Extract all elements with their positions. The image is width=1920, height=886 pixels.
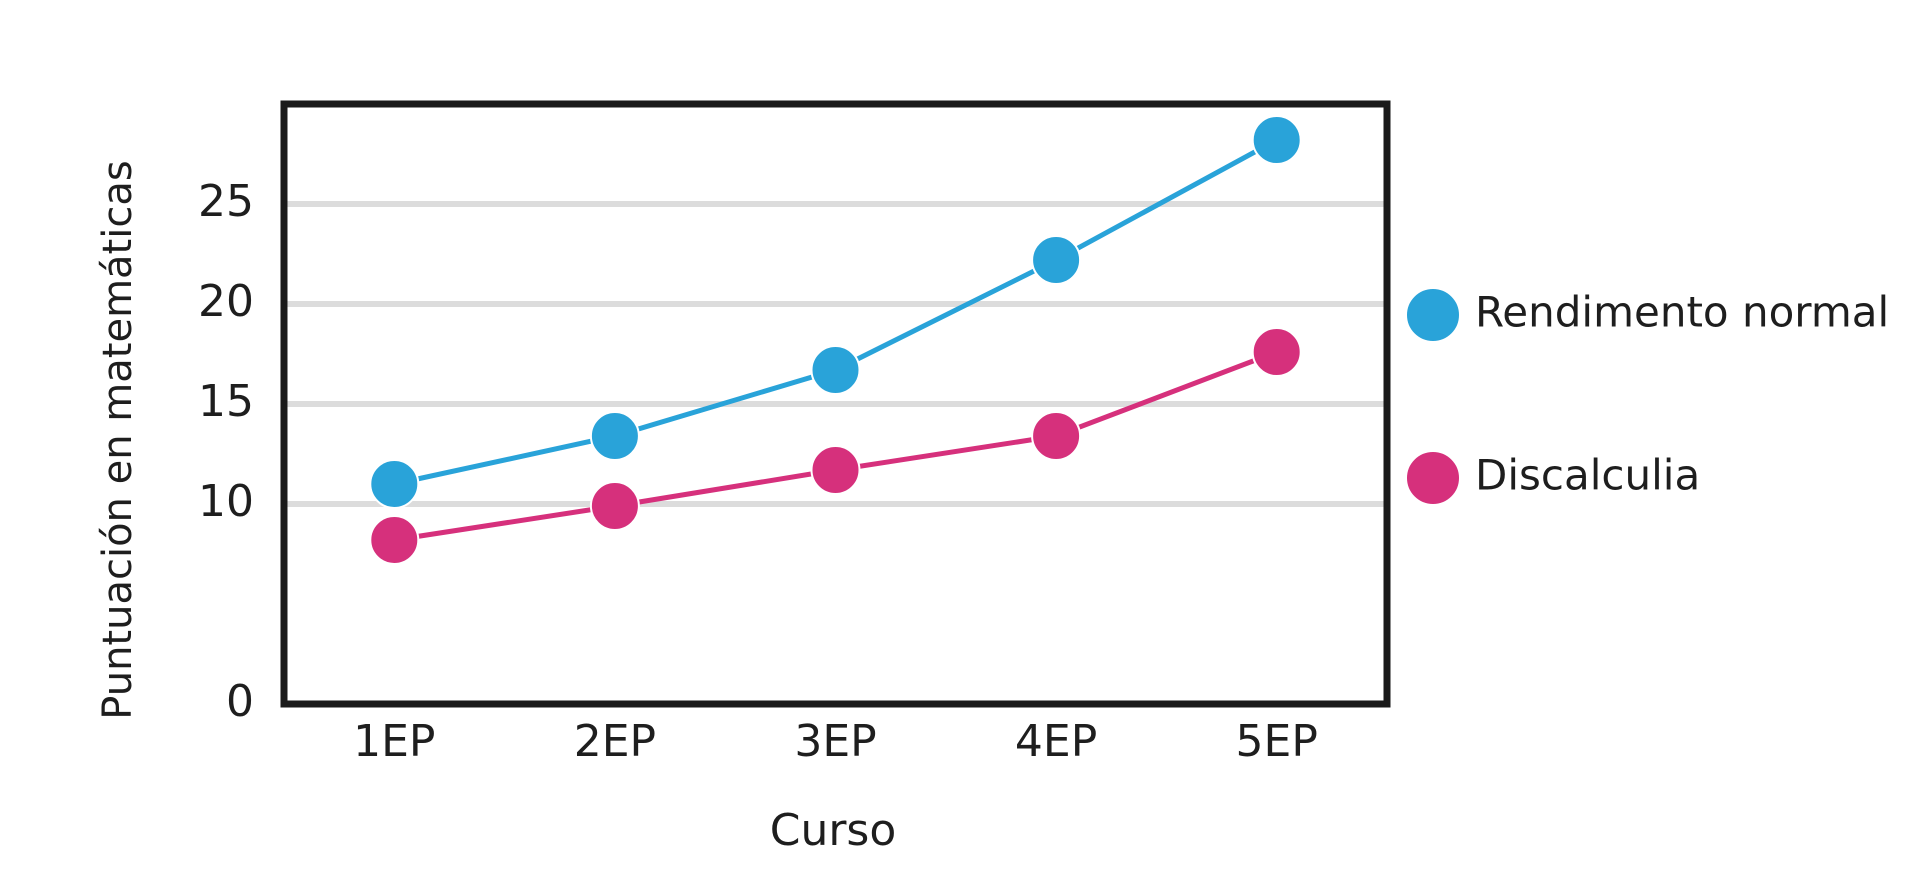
data-point — [369, 459, 420, 509]
y-tick-label: 0 — [226, 676, 254, 727]
y-axis-label: Puntuación en matemáticas — [95, 160, 141, 719]
x-tick-label: 4EP — [1015, 716, 1097, 767]
series-line — [393, 137, 1278, 487]
y-tick-label: 10 — [198, 476, 254, 527]
legend-marker — [1405, 287, 1461, 343]
data-point — [589, 481, 640, 531]
data-point — [810, 445, 861, 495]
x-tick-label: 3EP — [794, 716, 876, 767]
x-tick-label: 1EP — [353, 716, 435, 767]
data-point — [589, 411, 640, 461]
data-point — [1031, 411, 1082, 461]
x-axis-label: Curso — [770, 805, 897, 856]
data-point — [1031, 235, 1082, 285]
y-tick-label: 20 — [198, 276, 254, 327]
y-tick-label: 15 — [198, 376, 254, 427]
legend-label: Rendimento normal — [1475, 288, 1889, 337]
data-point — [810, 345, 861, 395]
y-tick-label: 25 — [198, 176, 254, 227]
data-point — [369, 515, 420, 565]
data-point — [1251, 115, 1302, 165]
legend-label: Discalculia — [1475, 451, 1700, 500]
data-point — [1251, 327, 1302, 377]
x-tick-label: 5EP — [1236, 716, 1318, 767]
plot-frame — [280, 100, 1391, 708]
x-tick-label: 2EP — [574, 716, 656, 767]
legend-marker — [1405, 450, 1461, 506]
